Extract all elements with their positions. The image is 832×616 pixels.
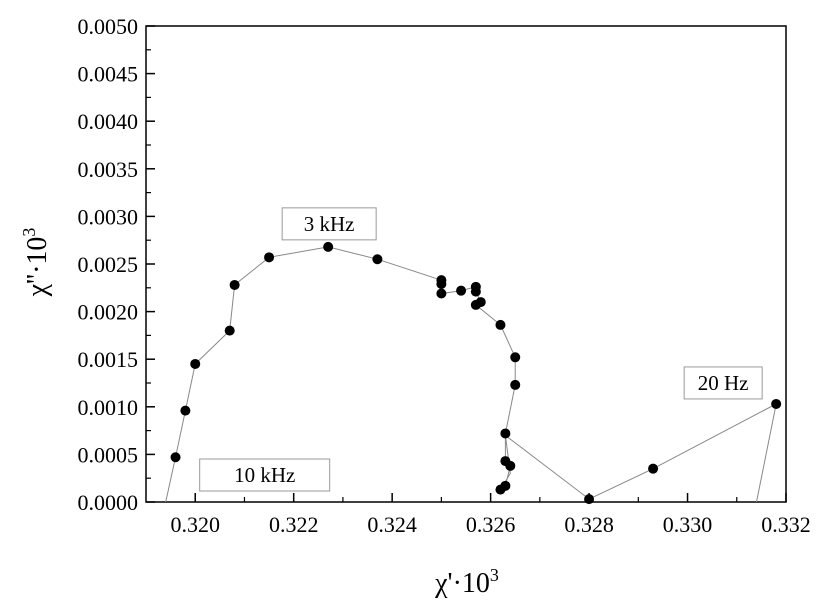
- data-point: [436, 288, 447, 299]
- data-point: [771, 398, 782, 409]
- data-point: [180, 405, 191, 416]
- data-point: [170, 452, 181, 463]
- annotation-label: 10 kHz: [199, 458, 331, 492]
- y-tick-label: 0.0040: [78, 109, 139, 134]
- y-tick-label: 0.0000: [78, 490, 139, 515]
- data-point: [510, 352, 521, 363]
- x-axis-title: χ'·103: [434, 565, 499, 599]
- y-tick-label: 0.0045: [78, 62, 139, 87]
- y-tick-label: 0.0035: [78, 157, 139, 182]
- y-tick-label: 0.0015: [78, 347, 139, 372]
- annotation-label: 3 kHz: [281, 207, 377, 241]
- x-tick-label: 0.322: [269, 512, 319, 537]
- data-point: [648, 463, 659, 474]
- annotation-box: [683, 366, 763, 400]
- data-markers: [170, 241, 782, 505]
- data-point: [495, 484, 506, 495]
- y-tick-label: 0.0005: [78, 442, 139, 467]
- data-point: [323, 241, 334, 252]
- x-axis-ticks: 0.320 0.322 0.324 0.326 0.328 0.330 0.332: [170, 493, 811, 537]
- annotation-text: 3 kHz: [304, 212, 355, 236]
- x-tick-label: 0.328: [564, 512, 614, 537]
- y-tick-label: 0.0050: [78, 14, 139, 39]
- x-tick-label: 0.324: [367, 512, 417, 537]
- y-tick-label: 0.0020: [78, 300, 139, 325]
- annotations: 3 kHz 10 kHz 20 Hz: [199, 207, 763, 492]
- data-point: [456, 285, 467, 296]
- y-tick-label: 0.0030: [78, 204, 139, 229]
- x-tick-label: 0.332: [761, 512, 811, 537]
- annotation-label: 20 Hz: [683, 366, 763, 400]
- annotation-text: 20 Hz: [698, 371, 749, 395]
- data-point: [372, 254, 383, 265]
- data-point: [470, 299, 481, 310]
- y-tick-label: 0.0010: [78, 395, 139, 420]
- x-tick-label: 0.320: [170, 512, 220, 537]
- data-point: [470, 286, 481, 297]
- plot-area: 0.320 0.322 0.324 0.326 0.328 0.330 0.332 0.00…: [78, 14, 811, 537]
- y-axis-title: χ''·103: [19, 228, 53, 298]
- data-point: [264, 252, 275, 263]
- plot-frame: [145, 25, 787, 503]
- x-tick-label: 0.330: [663, 512, 713, 537]
- data-point: [224, 325, 235, 336]
- data-point: [500, 428, 511, 439]
- x-tick-label: 0.326: [466, 512, 516, 537]
- annotation-box: [281, 207, 377, 241]
- annotation-box: [199, 458, 331, 492]
- data-point: [505, 460, 516, 471]
- annotation-text: 10 kHz: [234, 463, 295, 487]
- data-point: [584, 494, 595, 505]
- data-point: [229, 279, 240, 290]
- data-point: [436, 278, 447, 289]
- data-point: [190, 358, 201, 369]
- y-axis-ticks: 0.0000 0.0005 0.0010 0.0015 0.0020 0.0025 0.00…: [78, 14, 155, 515]
- data-point: [510, 379, 521, 390]
- data-point: [495, 319, 506, 330]
- y-tick-label: 0.0025: [78, 252, 139, 277]
